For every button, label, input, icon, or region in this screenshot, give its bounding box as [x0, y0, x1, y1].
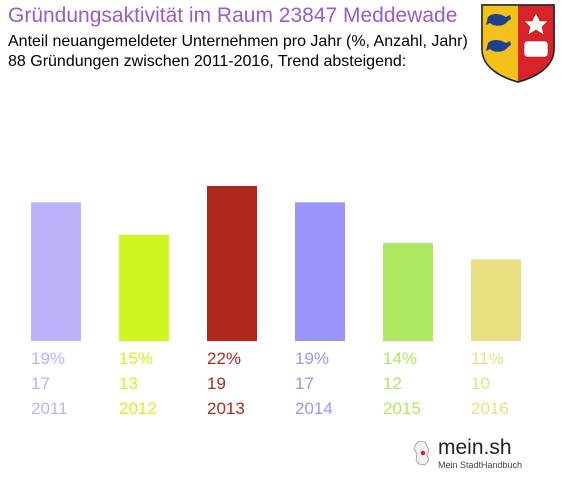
- year-label-2012: 2012: [119, 399, 157, 418]
- count-label-2011: 17: [31, 374, 50, 393]
- count-label-2012: 13: [119, 374, 138, 393]
- bar-2014: [295, 202, 345, 341]
- count-label-2013: 19: [207, 374, 226, 393]
- branding: mein.sh Mein StadtHandbuch: [411, 436, 529, 476]
- year-label-2014: 2014: [295, 399, 333, 418]
- bar-2015: [383, 243, 433, 341]
- count-label-2015: 12: [383, 374, 402, 393]
- percent-label-2011: 19%: [31, 349, 65, 368]
- percent-label-2012: 15%: [119, 349, 153, 368]
- brand-tagline: Mein StadtHandbuch: [438, 460, 523, 470]
- count-label-2014: 17: [295, 374, 314, 393]
- bar-2016: [471, 259, 521, 341]
- bar-2012: [119, 234, 169, 341]
- year-label-2015: 2015: [383, 399, 421, 418]
- percent-label-2016: 11%: [471, 349, 504, 368]
- germany-map-icon: [413, 440, 430, 466]
- count-label-2016: 10: [471, 374, 490, 393]
- subtitle-line-2: 88 Gründungen zwischen 2011-2016, Trend …: [8, 53, 407, 70]
- percent-label-2015: 14%: [383, 349, 417, 368]
- bar-2011: [31, 202, 81, 341]
- percent-label-2014: 19%: [295, 349, 329, 368]
- page-title: Gründungsaktivität im Raum 23847 Meddewa…: [8, 4, 458, 27]
- percent-label-2013: 22%: [207, 349, 241, 368]
- bar-2013: [207, 186, 257, 341]
- year-label-2011: 2011: [31, 399, 68, 418]
- year-label-2016: 2016: [471, 399, 509, 418]
- brand-name[interactable]: mein.sh: [438, 436, 512, 459]
- year-label-2013: 2013: [207, 399, 245, 418]
- coat-of-arms-icon: [481, 4, 555, 83]
- subtitle-line-1: Anteil neuangemeldeter Unternehmen pro J…: [8, 33, 468, 50]
